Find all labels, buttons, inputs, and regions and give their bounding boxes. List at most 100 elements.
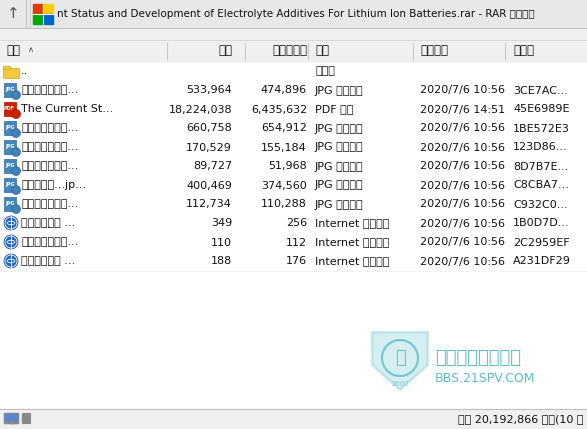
Text: PDF 文件: PDF 文件: [315, 105, 353, 115]
Bar: [0, 0, 587, 28]
Text: Internet 快捷方式: Internet 快捷方式: [315, 218, 389, 229]
Text: 349: 349: [211, 218, 232, 229]
Text: nt Status and Development of Electrolyte Additives For Lithium Ion Batteries.rar: nt Status and Development of Electrolyte…: [57, 9, 535, 19]
Circle shape: [12, 91, 21, 100]
Polygon shape: [372, 332, 428, 390]
Text: 匠: 匠: [394, 349, 406, 367]
Text: 2020/7/6 10:56: 2020/7/6 10:56: [420, 199, 505, 209]
Bar: [43, 4, 53, 14]
Text: 1BE572E3: 1BE572E3: [513, 124, 570, 133]
Bar: [4, 197, 16, 211]
Text: 修改时间: 修改时间: [420, 45, 448, 57]
Bar: [10, 421, 14, 423]
Bar: [0, 81, 587, 100]
Bar: [0, 195, 587, 214]
Text: 《光伏电站项目...: 《光伏电站项目...: [21, 85, 78, 96]
Text: 2020/7/6 10:56: 2020/7/6 10:56: [420, 257, 505, 266]
Text: Internet 快捷方式: Internet 快捷方式: [315, 238, 389, 248]
Text: 阳光工匠光伏论坛: 阳光工匠光伏论坛: [435, 349, 521, 367]
Text: 压缩后大小: 压缩后大小: [272, 45, 307, 57]
Bar: [3, 68, 19, 78]
Text: 112: 112: [286, 238, 307, 248]
Text: 2020/7/6 10:56: 2020/7/6 10:56: [420, 181, 505, 190]
Text: 3CE7AC...: 3CE7AC...: [513, 85, 568, 96]
Bar: [3, 66, 10, 69]
Text: 533,964: 533,964: [186, 85, 232, 96]
Text: 1B0D7D...: 1B0D7D...: [513, 218, 569, 229]
Text: 51,968: 51,968: [268, 161, 307, 172]
Circle shape: [12, 109, 21, 118]
Text: JPG: JPG: [5, 201, 14, 206]
Bar: [13, 92, 18, 97]
Circle shape: [12, 205, 21, 214]
Text: PDF: PDF: [4, 106, 15, 111]
Text: 110,288: 110,288: [261, 199, 307, 209]
Bar: [4, 121, 16, 135]
Text: ∧: ∧: [28, 45, 34, 54]
Text: 掌握行业资讯 ...: 掌握行业资讯 ...: [21, 257, 75, 266]
Text: 独家！《分布式...: 独家！《分布式...: [21, 124, 78, 133]
Bar: [13, 168, 18, 173]
Bar: [0, 138, 587, 157]
Circle shape: [12, 166, 21, 175]
Bar: [33, 4, 43, 14]
Bar: [5, 414, 17, 421]
Text: JPG: JPG: [5, 125, 14, 130]
Text: 全国巡回，每月...: 全国巡回，每月...: [21, 142, 78, 152]
Bar: [4, 140, 16, 154]
Bar: [13, 206, 18, 211]
Text: 155,184: 155,184: [261, 142, 307, 152]
Bar: [0, 100, 587, 119]
Text: 大小: 大小: [218, 45, 232, 57]
Text: 660,758: 660,758: [186, 124, 232, 133]
Bar: [13, 149, 18, 154]
Bar: [4, 413, 18, 423]
Text: JPG: JPG: [5, 144, 14, 149]
Bar: [0, 62, 587, 81]
Bar: [22, 413, 30, 423]
Text: 微信扫码领券，...: 微信扫码领券，...: [21, 199, 78, 209]
Text: 123D86...: 123D86...: [513, 142, 568, 152]
Text: 256: 256: [286, 218, 307, 229]
Bar: [0, 119, 587, 138]
Text: 2020/7/6 14:51: 2020/7/6 14:51: [420, 105, 505, 115]
Text: 6,435,632: 6,435,632: [251, 105, 307, 115]
Text: 474,896: 474,896: [261, 85, 307, 96]
Text: 2020/7/6 10:56: 2020/7/6 10:56: [420, 238, 505, 248]
Text: 2020/7/6 10:56: 2020/7/6 10:56: [420, 218, 505, 229]
Text: 2020/7/6 10:56: 2020/7/6 10:56: [420, 142, 505, 152]
Bar: [0, 409, 587, 429]
Text: 2020/7/6 10:56: 2020/7/6 10:56: [420, 161, 505, 172]
Text: 654,912: 654,912: [261, 124, 307, 133]
Bar: [13, 187, 18, 192]
Text: 社群！招募...jp...: 社群！招募...jp...: [21, 181, 86, 190]
Text: 文件夹: 文件夹: [315, 66, 335, 76]
Bar: [0, 40, 587, 62]
Text: 学习光伏、储能...: 学习光伏、储能...: [21, 238, 78, 248]
Text: 89,727: 89,727: [193, 161, 232, 172]
Text: 374,560: 374,560: [261, 181, 307, 190]
Bar: [0, 0, 26, 28]
Text: 8D7B7E...: 8D7B7E...: [513, 161, 568, 172]
Text: 110: 110: [211, 238, 232, 248]
Circle shape: [4, 235, 18, 249]
Circle shape: [12, 185, 21, 194]
Circle shape: [12, 129, 21, 137]
Text: 112,734: 112,734: [186, 199, 232, 209]
Text: ..: ..: [21, 66, 28, 76]
Bar: [4, 178, 16, 192]
Text: A231DF29: A231DF29: [513, 257, 571, 266]
Bar: [4, 159, 16, 173]
Bar: [22, 414, 29, 422]
Bar: [0, 233, 587, 252]
Bar: [0, 252, 587, 271]
Bar: [33, 14, 43, 24]
Text: JPG 图片文件: JPG 图片文件: [315, 181, 363, 190]
Text: 名称: 名称: [6, 45, 20, 57]
Text: 18,224,038: 18,224,038: [168, 105, 232, 115]
Bar: [0, 28, 587, 40]
Text: JPG 图片文件: JPG 图片文件: [315, 142, 363, 152]
Text: JPG 图片文件: JPG 图片文件: [315, 124, 363, 133]
Text: ↑: ↑: [6, 6, 19, 21]
Text: 2020/7/6 10:56: 2020/7/6 10:56: [420, 85, 505, 96]
